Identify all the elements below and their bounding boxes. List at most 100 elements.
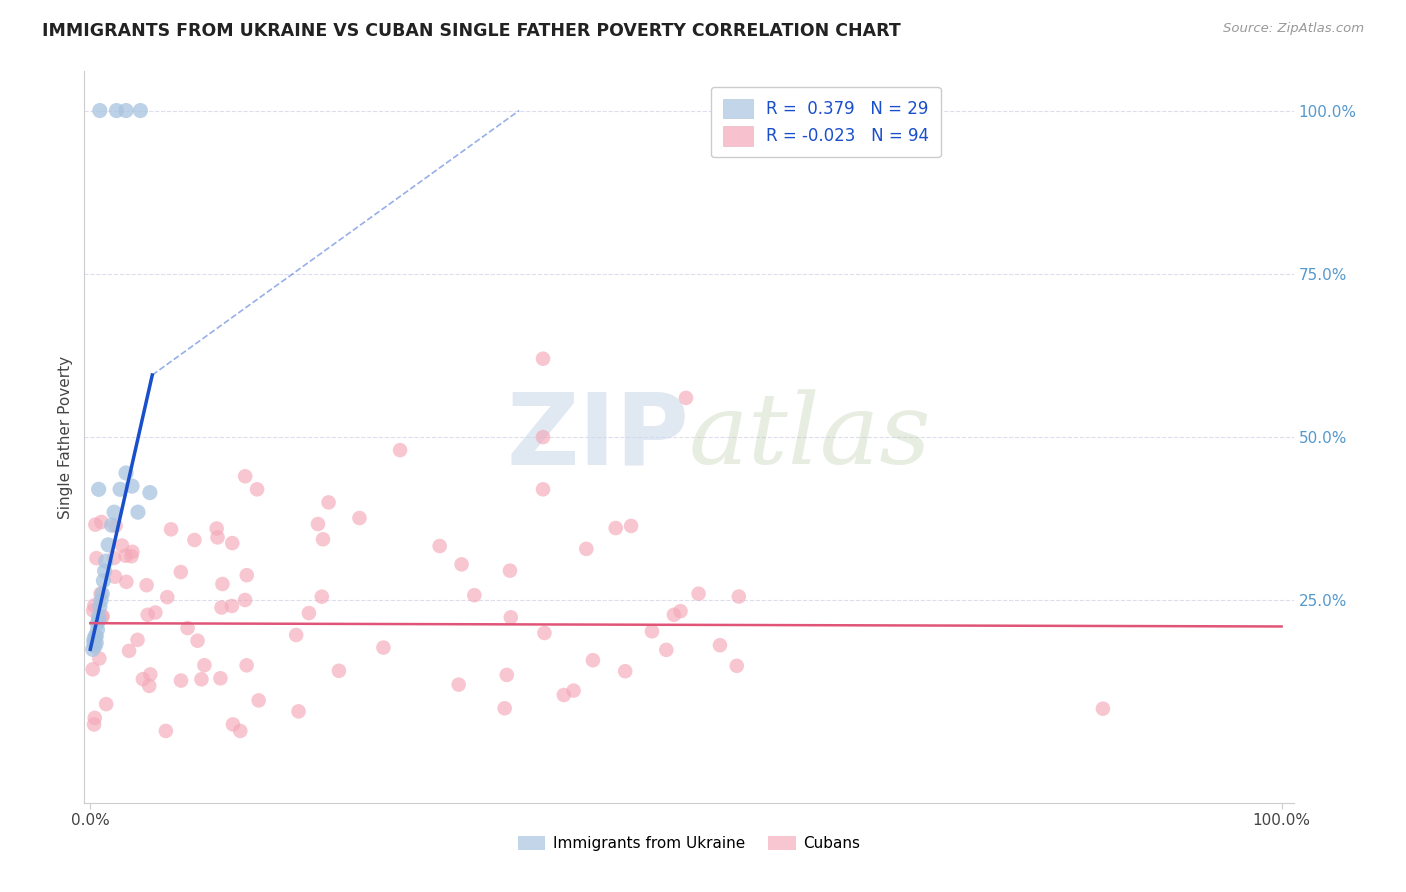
Cubans xyxy=(725,658,748,673)
Cubans xyxy=(662,607,685,622)
Cubans xyxy=(669,604,692,618)
Cubans xyxy=(247,693,270,707)
Cubans xyxy=(311,590,333,604)
Cubans xyxy=(91,609,114,624)
Cubans xyxy=(155,723,177,738)
Cubans xyxy=(103,551,125,566)
Cubans xyxy=(246,483,269,497)
Cubans xyxy=(236,568,259,582)
Immigrants from Ukraine xyxy=(93,564,115,578)
Immigrants from Ukraine xyxy=(84,639,107,653)
Cubans xyxy=(531,483,554,497)
Cubans xyxy=(641,624,664,639)
Cubans xyxy=(495,668,517,682)
Cubans xyxy=(89,651,111,665)
Immigrants from Ukraine xyxy=(97,538,120,552)
Immigrants from Ukraine xyxy=(103,505,125,519)
Cubans xyxy=(190,673,212,687)
Cubans xyxy=(285,628,308,642)
Cubans xyxy=(221,536,243,550)
Cubans xyxy=(83,711,105,725)
Cubans xyxy=(111,539,134,553)
Cubans xyxy=(120,549,142,564)
Cubans xyxy=(447,678,470,692)
Immigrants from Ukraine xyxy=(139,485,162,500)
Cubans xyxy=(373,640,395,655)
Cubans xyxy=(82,662,104,676)
Cubans xyxy=(104,570,127,584)
Cubans xyxy=(575,541,598,556)
Cubans xyxy=(156,590,179,604)
Cubans xyxy=(318,495,340,509)
Legend: Immigrants from Ukraine, Cubans: Immigrants from Ukraine, Cubans xyxy=(512,830,866,857)
Cubans xyxy=(96,697,118,711)
Cubans xyxy=(233,469,256,483)
Cubans xyxy=(533,626,555,640)
Cubans xyxy=(655,643,678,657)
Cubans xyxy=(139,667,162,681)
Cubans xyxy=(605,521,627,535)
Cubans xyxy=(127,632,149,647)
Immigrants from Ukraine xyxy=(82,642,104,657)
Immigrants from Ukraine xyxy=(115,466,138,480)
Cubans xyxy=(118,644,141,658)
Immigrants from Ukraine xyxy=(83,636,105,650)
Cubans xyxy=(211,577,233,591)
Cubans xyxy=(176,621,198,635)
Cubans xyxy=(138,679,160,693)
Cubans xyxy=(222,717,245,731)
Cubans xyxy=(499,564,522,578)
Cubans xyxy=(531,351,554,366)
Cubans xyxy=(90,515,112,529)
Cubans xyxy=(121,545,143,559)
Immigrants from Ukraine xyxy=(90,593,112,607)
Cubans xyxy=(114,549,136,563)
Cubans xyxy=(582,653,605,667)
Immigrants from Ukraine xyxy=(83,632,105,647)
Cubans xyxy=(86,551,108,566)
Cubans xyxy=(675,391,697,405)
Cubans xyxy=(298,606,321,620)
Cubans xyxy=(187,633,209,648)
Cubans xyxy=(1091,701,1114,715)
Cubans xyxy=(349,511,371,525)
Cubans xyxy=(84,517,107,532)
Cubans xyxy=(104,518,127,533)
Immigrants from Ukraine xyxy=(84,636,107,650)
Cubans xyxy=(553,688,575,702)
Cubans xyxy=(90,587,112,601)
Immigrants from Ukraine xyxy=(89,599,111,614)
Cubans xyxy=(389,443,412,458)
Cubans xyxy=(115,574,138,589)
Cubans xyxy=(91,609,114,624)
Cubans xyxy=(494,701,516,715)
Cubans xyxy=(235,658,257,673)
Text: atlas: atlas xyxy=(689,390,932,484)
Point xyxy=(87,483,110,497)
Cubans xyxy=(499,610,522,624)
Cubans xyxy=(450,558,472,572)
Point xyxy=(105,103,128,118)
Cubans xyxy=(205,521,228,535)
Cubans xyxy=(136,607,159,622)
Cubans xyxy=(83,599,105,613)
Cubans xyxy=(312,533,335,547)
Text: IMMIGRANTS FROM UKRAINE VS CUBAN SINGLE FATHER POVERTY CORRELATION CHART: IMMIGRANTS FROM UKRAINE VS CUBAN SINGLE … xyxy=(42,22,901,40)
Cubans xyxy=(209,671,232,685)
Y-axis label: Single Father Poverty: Single Father Poverty xyxy=(58,356,73,518)
Immigrants from Ukraine xyxy=(86,616,108,631)
Cubans xyxy=(183,533,205,547)
Cubans xyxy=(307,516,329,531)
Cubans xyxy=(429,539,451,553)
Immigrants from Ukraine xyxy=(86,623,108,637)
Cubans xyxy=(145,606,167,620)
Cubans xyxy=(287,705,309,719)
Point xyxy=(115,103,138,118)
Cubans xyxy=(82,603,104,617)
Text: Source: ZipAtlas.com: Source: ZipAtlas.com xyxy=(1223,22,1364,36)
Immigrants from Ukraine xyxy=(91,587,114,601)
Cubans xyxy=(614,664,637,678)
Text: ZIP: ZIP xyxy=(506,389,689,485)
Immigrants from Ukraine xyxy=(84,629,107,643)
Cubans xyxy=(688,587,710,601)
